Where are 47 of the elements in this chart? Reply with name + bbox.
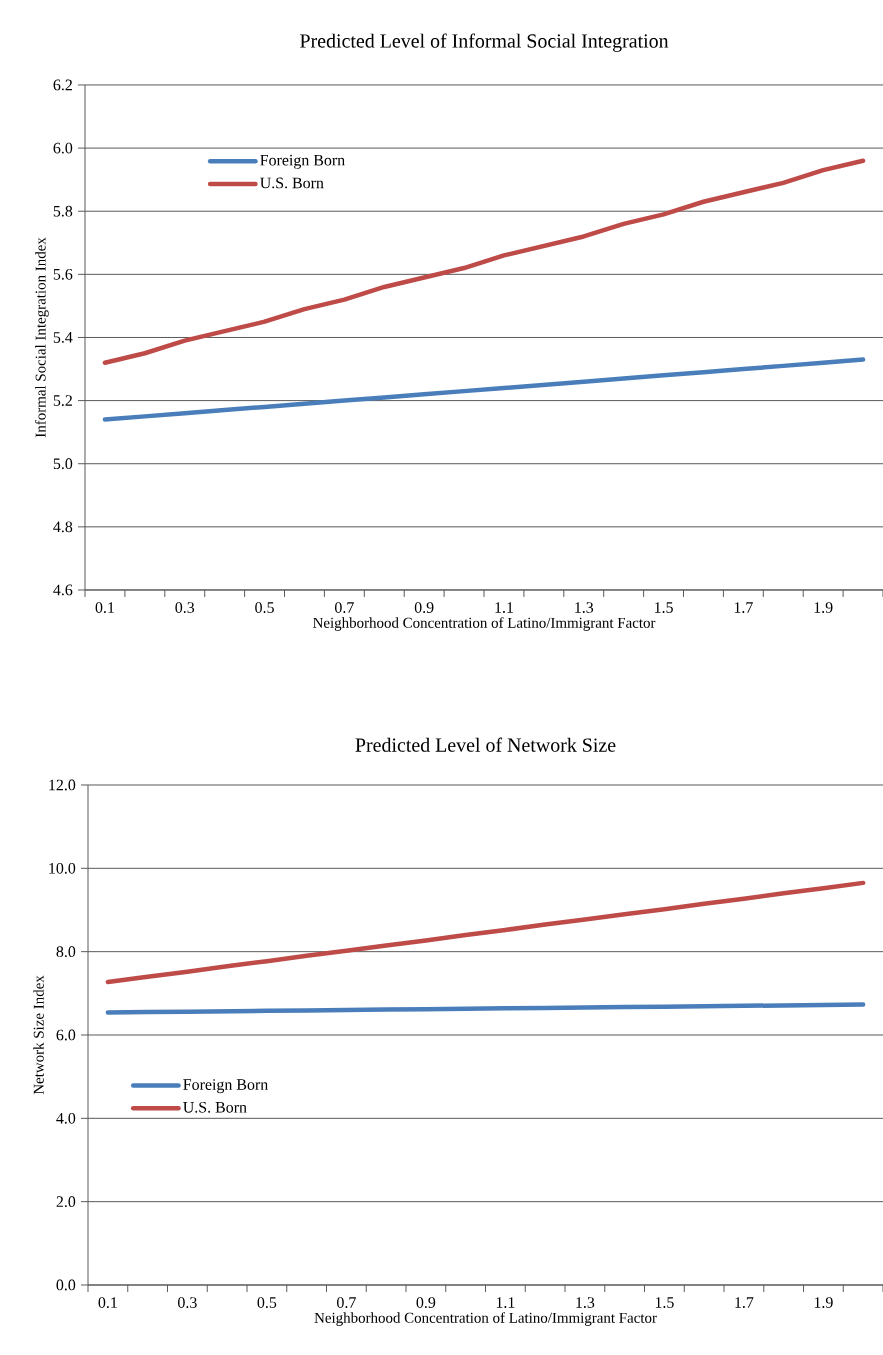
x-tick-label: 0.1 (98, 1297, 117, 1308)
legend-label: Foreign Born (260, 154, 345, 169)
y-tick-label: 5.0 (53, 458, 73, 470)
x-tick-label: 1.7 (734, 602, 753, 613)
y-tick-label: 6.0 (56, 1029, 76, 1041)
x-tick-label: 1.5 (655, 1297, 674, 1308)
y-tick-label: 5.2 (53, 395, 72, 406)
x-tick-label: 1.9 (814, 1297, 833, 1308)
y-tick-label: 0.0 (56, 1279, 76, 1291)
x-tick-label: 1.7 (735, 1297, 754, 1308)
y-tick-label: 5.4 (53, 332, 73, 343)
x-tick-label: 0.5 (257, 1297, 277, 1308)
x-tick-label: 0.3 (178, 1297, 197, 1308)
y-tick-label: 5.6 (53, 268, 73, 280)
y-tick-label: 10.0 (49, 862, 76, 874)
y-tick-label: 2.0 (56, 1196, 76, 1208)
legend-label: Foreign Born (183, 1079, 268, 1094)
x-axis-title: Neighborhood Concentration of Latino/Immigrant Factor (313, 617, 656, 631)
x-tick-label: 0.7 (337, 1297, 356, 1308)
legend-label: U.S. Born (183, 1101, 247, 1113)
x-tick-label: 1.3 (576, 1297, 595, 1308)
x-tick-label: 1.1 (496, 1297, 515, 1308)
x-tick-label: 0.7 (335, 602, 354, 613)
y-axis-title: Informal Social Integration Index (34, 237, 49, 438)
line-series (105, 880, 866, 985)
chart-title: Predicted Level of Network Size (355, 737, 616, 752)
y-tick-label: 12.0 (49, 779, 76, 791)
x-tick-label: 1.9 (814, 602, 833, 613)
y-tick-label: 4.8 (53, 521, 73, 533)
x-tick-label: 1.5 (655, 602, 673, 613)
x-tick-label: 0.3 (175, 602, 195, 613)
x-tick-label: 0.9 (414, 602, 434, 613)
y-tick-label: 6.2 (53, 79, 72, 91)
chart-title: Predicted Level of Informal Social Integration (300, 33, 669, 52)
y-axis-title: Network Size Index (33, 975, 44, 1095)
y-tick-label: 6.0 (53, 142, 73, 154)
y-tick-label: 8.0 (56, 946, 76, 958)
x-tick-label: 0.5 (255, 602, 274, 613)
legend-label: U.S. Born (260, 177, 324, 189)
x-tick-label: 0.1 (95, 602, 114, 613)
y-tick-label: 4.6 (53, 584, 73, 596)
x-tick-label: 1.1 (495, 602, 513, 613)
y-tick-label: 4.0 (56, 1112, 76, 1124)
x-tick-label: 0.9 (416, 1297, 436, 1308)
x-tick-label: 1.3 (575, 602, 594, 613)
y-tick-label: 5.8 (53, 205, 73, 217)
x-axis-title: Neighborhood Concentration of Latino/Immigrant Factor (314, 1312, 657, 1326)
